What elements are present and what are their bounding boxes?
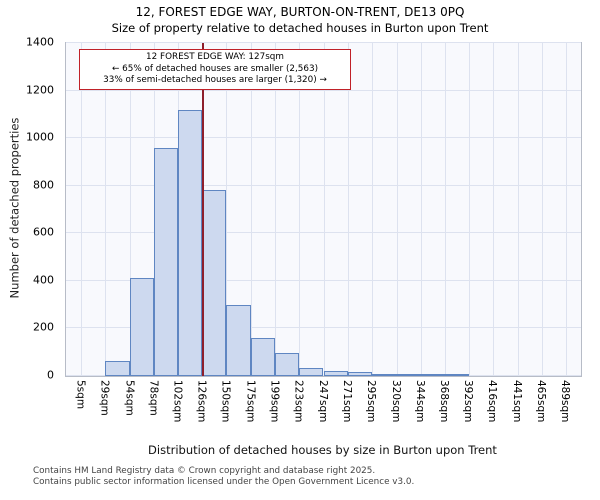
histogram-bar (420, 374, 445, 376)
x-tick-label: 295sqm (364, 380, 377, 423)
x-tick-label: 29sqm (98, 380, 111, 416)
x-tick-label: 489sqm (559, 380, 572, 423)
annotation-line-2: ← 65% of detached houses are smaller (2,… (111, 63, 319, 74)
histogram-bar (178, 109, 203, 376)
histogram-bar (251, 337, 276, 376)
x-tick-label: 5sqm (74, 380, 87, 410)
x-tick-label: 102sqm (171, 380, 184, 423)
x-tick-label: 247sqm (316, 380, 329, 423)
footer-line-1: Contains HM Land Registry data © Crown c… (33, 466, 376, 476)
histogram-bar (130, 278, 155, 376)
x-tick-label: 392sqm (462, 380, 475, 423)
y-tick-label: 200 (33, 320, 54, 334)
property-size-marker-line (202, 43, 205, 376)
histogram-bar (154, 147, 179, 376)
y-tick-label: 400 (33, 273, 54, 287)
x-tick-labels: 5sqm 29sqm 54sqm 78sqm 102sqm 126sqm 150sqm 175… (65, 380, 580, 440)
x-tick-label: 150sqm (219, 380, 232, 423)
plot-area (65, 42, 582, 377)
x-tick-label: 223sqm (292, 380, 305, 423)
histogram-bar (105, 360, 131, 376)
annotation-line-1: 12 FOREST EDGE WAY: 127sqm (146, 52, 284, 62)
x-tick-label: 344sqm (413, 380, 426, 423)
x-tick-label: 126sqm (195, 380, 208, 423)
footer: Contains HM Land Registry data © Crown c… (33, 466, 414, 488)
x-tick-label: 416sqm (486, 380, 499, 423)
annotation-line-3: 33% of semi-detached houses are larger (… (103, 75, 327, 85)
chart-subtitle: Size of property relative to detached ho… (111, 21, 489, 35)
histogram-bar (299, 367, 324, 376)
x-tick-label: 441sqm (511, 380, 524, 423)
chart-title: 12, FOREST EDGE WAY, BURTON-ON-TRENT, DE… (135, 5, 465, 19)
y-tick-label: 1200 (26, 83, 54, 97)
histogram-bar (275, 353, 300, 376)
histogram-bar (202, 190, 227, 376)
x-tick-label: 368sqm (437, 380, 450, 423)
x-tick-label: 54sqm (123, 380, 136, 416)
x-tick-label: 271sqm (340, 380, 353, 423)
histogram-bar (396, 374, 421, 376)
footer-line-2: Contains public sector information licen… (33, 477, 415, 487)
x-tick-label: 175sqm (244, 380, 257, 423)
x-axis-label: Distribution of detached houses by size … (148, 443, 497, 457)
y-tick-label: 0 (47, 368, 54, 382)
histogram-bar (323, 371, 348, 376)
y-tick-labels: 0 200 400 600 800 1000 1200 1400 (0, 37, 58, 381)
histogram-bar (226, 304, 252, 376)
histogram-bars (66, 43, 581, 376)
y-tick-label: 1400 (26, 35, 54, 49)
y-tick-label: 1000 (26, 130, 54, 144)
x-tick-label: 199sqm (268, 380, 281, 423)
annotation-box: 12 FOREST EDGE WAY: 127sqm ← 65% of deta… (79, 49, 351, 90)
histogram-bar (444, 374, 469, 376)
histogram-bar (371, 373, 397, 376)
x-tick-label: 465sqm (535, 380, 548, 423)
y-tick-label: 800 (33, 178, 54, 192)
x-tick-label: 78sqm (147, 380, 160, 416)
x-tick-label: 320sqm (389, 380, 402, 423)
histogram-bar (347, 372, 372, 376)
y-tick-label: 600 (33, 225, 54, 239)
